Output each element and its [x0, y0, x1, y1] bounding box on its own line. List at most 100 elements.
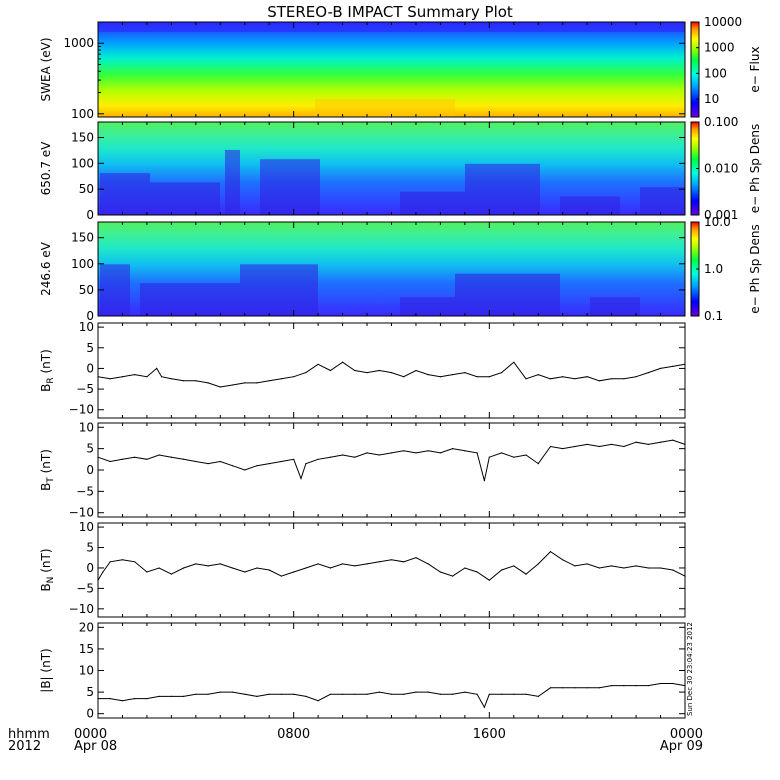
bn-data-point — [366, 563, 368, 565]
bt-y-tick-label: −5 — [76, 484, 94, 498]
bn-data-point — [219, 563, 221, 565]
bn-data-point — [109, 561, 111, 563]
bn-data-point — [537, 563, 539, 565]
br-data-point — [390, 372, 393, 374]
br-data-point — [109, 378, 111, 380]
bn-data-point — [158, 567, 160, 569]
bn-data-point — [464, 567, 466, 569]
br-data-point — [513, 361, 515, 363]
bmag-trace — [98, 683, 686, 709]
bt-data-point — [549, 445, 552, 448]
swea-colorbar-tick-label: 10 — [704, 92, 719, 106]
swea-y-tick-label: 1000 — [63, 36, 94, 50]
x-tick-date-label: Apr 08 — [74, 739, 117, 754]
bn-y-tick-label: 5 — [86, 541, 94, 555]
bt-data-point — [121, 458, 124, 460]
br-data-point — [207, 382, 209, 384]
pad650-colorbar — [691, 122, 699, 215]
bn-data-point — [439, 571, 441, 573]
spectrogram-images — [98, 22, 699, 316]
bn-data-point — [476, 571, 478, 573]
bmag-data-point — [488, 693, 490, 695]
bt-data-point — [195, 460, 197, 463]
bmag-data-point — [513, 693, 515, 695]
br-data-point — [329, 369, 331, 372]
bn-y-label-subscript: N — [46, 577, 56, 584]
bt-data-point — [483, 480, 485, 482]
pad650-low-density-patch — [260, 159, 320, 215]
br-data-point — [598, 380, 601, 382]
swea-colorbar-label: e− Flux — [748, 46, 762, 92]
bmag-data-point — [501, 693, 503, 695]
bn-data-point — [415, 557, 417, 559]
br-data-point — [293, 376, 295, 378]
bmag-data-point — [109, 698, 111, 700]
bt-data-point — [300, 477, 302, 480]
bmag-data-point — [256, 695, 258, 698]
br-data-point — [476, 376, 478, 378]
bn-data-point — [672, 569, 674, 571]
bn-y-tick-label: −10 — [69, 602, 94, 616]
x-tick-time-label: 0000 — [670, 727, 703, 742]
bt-data-point — [513, 456, 515, 458]
bt-data-point — [562, 448, 564, 450]
pad246-low-density-patch — [140, 283, 240, 316]
bn-y-label-unit: (nT) — [39, 548, 53, 576]
bn-y-tick-label: 0 — [86, 561, 94, 575]
pad650-y-tick-label: 150 — [71, 131, 94, 145]
generation-timestamp: Sun Dec 30 23:04:23 2012 — [686, 622, 694, 716]
bn-data-point — [231, 567, 234, 569]
bn-data-point — [121, 559, 124, 561]
bt-data-point — [415, 452, 417, 454]
bn-data-point — [549, 551, 552, 553]
bt-data-point — [293, 458, 295, 460]
bmag-data-point — [305, 695, 307, 698]
pad650-low-density-patch — [150, 182, 220, 215]
pad246-y-tick-label: 50 — [79, 283, 94, 297]
bmag-data-point — [195, 693, 197, 695]
swea-y-axis-label: SWEA (eV) — [39, 37, 53, 101]
bt-data-point — [366, 452, 368, 454]
bmag-data-point — [598, 687, 601, 689]
br-data-point — [161, 376, 163, 378]
bn-data-point — [207, 565, 209, 567]
br-y-tick-label: 10 — [79, 320, 94, 334]
pad246-colorbar-label: e− Ph Sp Dens — [748, 224, 762, 313]
bt-data-point — [501, 452, 503, 454]
bt-data-point — [256, 465, 258, 467]
br-data-point — [635, 376, 637, 378]
bn-y-tick-label: −5 — [76, 581, 94, 595]
bmag-data-point — [464, 691, 466, 693]
br-y-tick-label: 0 — [86, 361, 94, 375]
swea-colorbar-tick-label: 1000 — [704, 41, 735, 55]
br-data-point — [659, 367, 662, 369]
br-data-point — [403, 376, 405, 378]
br-y-label-subscript: R — [46, 377, 56, 383]
bt-y-tick-label: 10 — [79, 420, 94, 434]
br-y-tick-label: 5 — [86, 341, 94, 355]
x-axis-row1-label: hhmm — [8, 727, 50, 742]
pad246-low-density-patch — [100, 264, 130, 316]
bmag-y-tick-label: 20 — [79, 620, 94, 634]
pad246-low-density-patch — [400, 297, 455, 316]
br-y-axis-label: BR (nT) — [39, 349, 56, 392]
bmag-data-point — [672, 682, 674, 685]
bt-trace — [97, 439, 686, 481]
axis-text: STEREO-B IMPACT Summary Plot hhmm 2012 S… — [8, 3, 762, 754]
bt-data-point — [378, 454, 380, 456]
pad246-colorbar-tick-label: 1.0 — [704, 262, 723, 276]
bn-data-point — [329, 567, 331, 569]
bn-data-point — [134, 561, 136, 563]
bn-data-point — [635, 565, 637, 567]
bt-data-point — [488, 456, 490, 458]
swea-colorbar-frame — [690, 21, 700, 118]
bmag-data-point — [549, 687, 552, 689]
br-data-point — [219, 386, 221, 388]
br-data-point — [427, 374, 429, 376]
br-data-point — [586, 376, 588, 378]
bt-y-axis-label: BT (nT) — [39, 449, 56, 491]
bt-data-point — [525, 454, 527, 456]
bn-data-point — [427, 563, 429, 565]
bmag-y-tick-label: 15 — [79, 642, 94, 656]
panel-frames — [97, 21, 700, 719]
